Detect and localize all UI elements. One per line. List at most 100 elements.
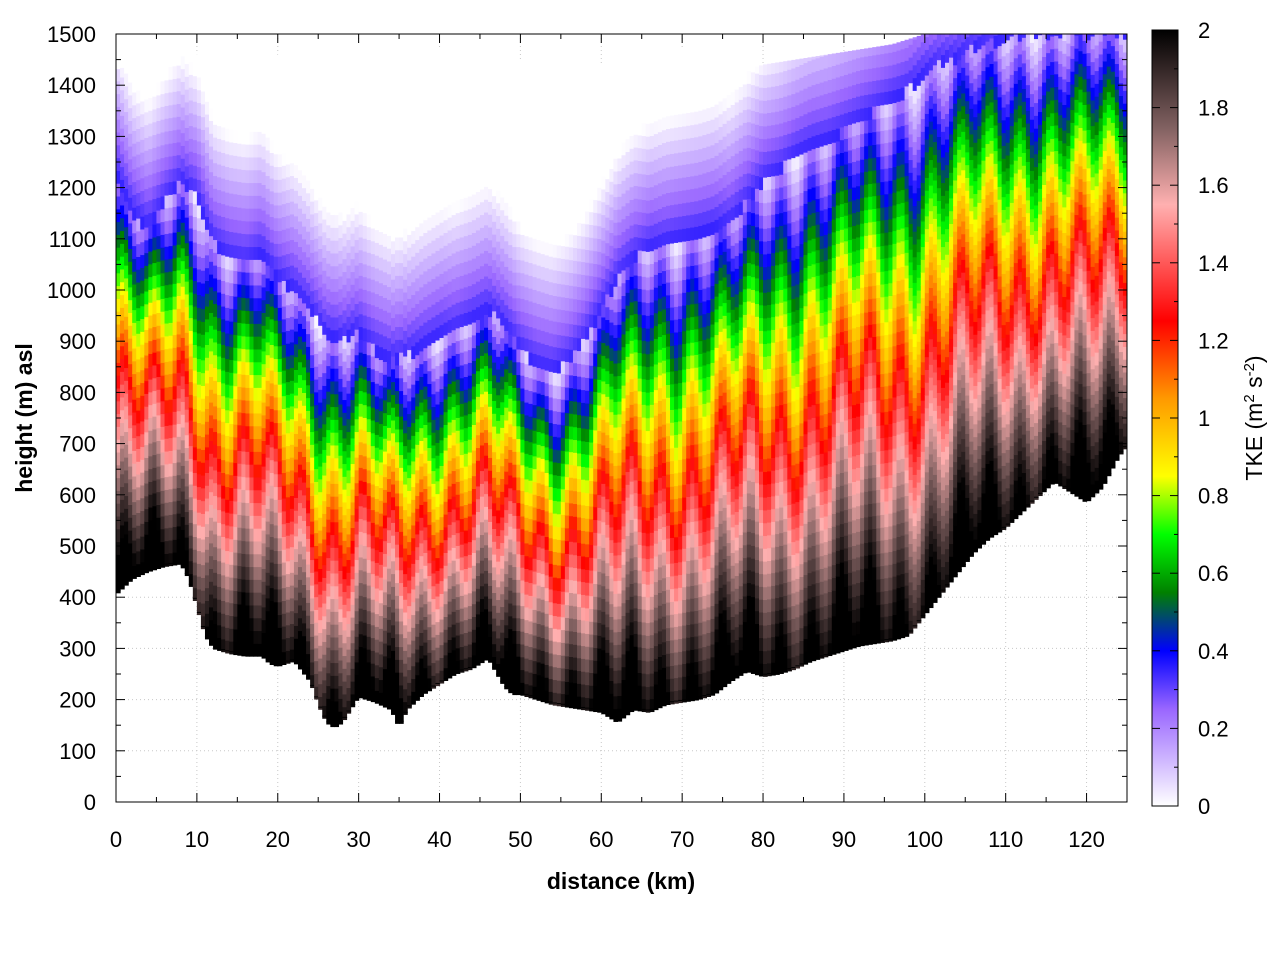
field-cell bbox=[355, 393, 360, 406]
field-cell bbox=[290, 585, 295, 598]
field-cell bbox=[492, 247, 497, 260]
field-cell bbox=[456, 110, 461, 123]
field-cell bbox=[504, 62, 509, 75]
field-cell bbox=[456, 72, 461, 85]
field-cell bbox=[274, 461, 279, 474]
field-cell bbox=[379, 52, 384, 65]
field-cell bbox=[375, 127, 380, 140]
field-cell bbox=[452, 240, 457, 253]
field-cell bbox=[419, 159, 424, 172]
field-cell bbox=[399, 250, 404, 263]
field-cell bbox=[262, 287, 267, 300]
field-cell bbox=[205, 152, 210, 165]
field-cell bbox=[221, 152, 226, 165]
field-cell bbox=[415, 585, 420, 598]
field-cell bbox=[165, 246, 170, 259]
field-cell bbox=[375, 153, 380, 166]
field-cell bbox=[395, 493, 400, 506]
field-cell bbox=[407, 119, 412, 132]
field-cell bbox=[209, 543, 214, 556]
field-column bbox=[452, 51, 457, 676]
field-cell bbox=[233, 245, 238, 258]
field-cell bbox=[205, 165, 210, 178]
field-cell bbox=[395, 288, 400, 301]
field-cell bbox=[464, 223, 469, 236]
field-cell bbox=[375, 524, 380, 537]
field-cell bbox=[274, 435, 279, 448]
field-cell bbox=[254, 426, 259, 439]
field-cell bbox=[460, 659, 465, 672]
field-cell bbox=[484, 506, 489, 519]
field-cell bbox=[278, 218, 283, 231]
field-cell bbox=[411, 576, 416, 589]
field-cell bbox=[213, 572, 218, 585]
field-cell bbox=[399, 646, 404, 659]
field-cell bbox=[338, 161, 343, 174]
field-cell bbox=[245, 541, 250, 554]
field-cell bbox=[399, 570, 404, 583]
field-cell bbox=[136, 269, 141, 282]
field-cell bbox=[444, 322, 449, 335]
field-cell bbox=[330, 48, 335, 49]
field-cell bbox=[472, 322, 477, 335]
field-cell bbox=[334, 547, 339, 560]
field-cell bbox=[460, 173, 465, 186]
field-cell bbox=[221, 434, 226, 447]
field-cell bbox=[177, 449, 182, 462]
field-cell bbox=[160, 337, 165, 350]
field-column bbox=[294, 52, 299, 664]
field-cell bbox=[464, 248, 469, 261]
field-cell bbox=[347, 662, 352, 675]
field-cell bbox=[298, 298, 303, 311]
field-cell bbox=[294, 344, 299, 357]
field-cell bbox=[334, 419, 339, 432]
field-cell bbox=[472, 412, 477, 425]
field-cell bbox=[371, 113, 376, 126]
field-cell bbox=[241, 144, 246, 157]
field-cell bbox=[347, 60, 352, 73]
field-cell bbox=[363, 533, 368, 546]
field-cell bbox=[472, 66, 477, 79]
field-cell bbox=[492, 388, 497, 401]
field-cell bbox=[371, 497, 376, 510]
field-cell bbox=[399, 147, 404, 160]
field-cell bbox=[132, 246, 137, 259]
field-cell bbox=[363, 392, 368, 405]
field-cell bbox=[169, 361, 174, 374]
field-cell bbox=[185, 345, 190, 358]
field-cell bbox=[391, 215, 396, 228]
field-cell bbox=[225, 384, 230, 397]
field-cell bbox=[435, 609, 440, 622]
field-cell bbox=[318, 607, 323, 620]
field-cell bbox=[435, 250, 440, 263]
field-cell bbox=[435, 353, 440, 366]
field-cell bbox=[334, 214, 339, 227]
field-cell bbox=[326, 289, 331, 302]
field-cell bbox=[177, 206, 182, 219]
field-cell bbox=[229, 244, 234, 257]
field-cell bbox=[415, 316, 420, 329]
field-cell bbox=[132, 169, 137, 182]
field-cell bbox=[484, 71, 489, 84]
field-cell bbox=[282, 370, 287, 383]
field-cell bbox=[367, 675, 372, 688]
field-cell bbox=[189, 138, 194, 151]
field-cell bbox=[351, 131, 356, 144]
field-cell bbox=[342, 502, 347, 515]
field-cell bbox=[193, 216, 198, 229]
field-cell bbox=[484, 404, 489, 417]
field-cell bbox=[367, 316, 372, 329]
field-column bbox=[407, 46, 412, 709]
field-cell bbox=[173, 462, 178, 475]
field-cell bbox=[120, 486, 125, 499]
field-cell bbox=[177, 257, 182, 270]
field-cell bbox=[144, 342, 149, 355]
field-cell bbox=[415, 47, 420, 49]
field-cell bbox=[359, 506, 364, 519]
field-cell bbox=[508, 667, 513, 680]
field-cell bbox=[334, 86, 339, 99]
field-cell bbox=[500, 645, 505, 658]
field-cell bbox=[359, 365, 364, 378]
field-cell bbox=[326, 148, 331, 161]
field-cell bbox=[387, 658, 392, 671]
